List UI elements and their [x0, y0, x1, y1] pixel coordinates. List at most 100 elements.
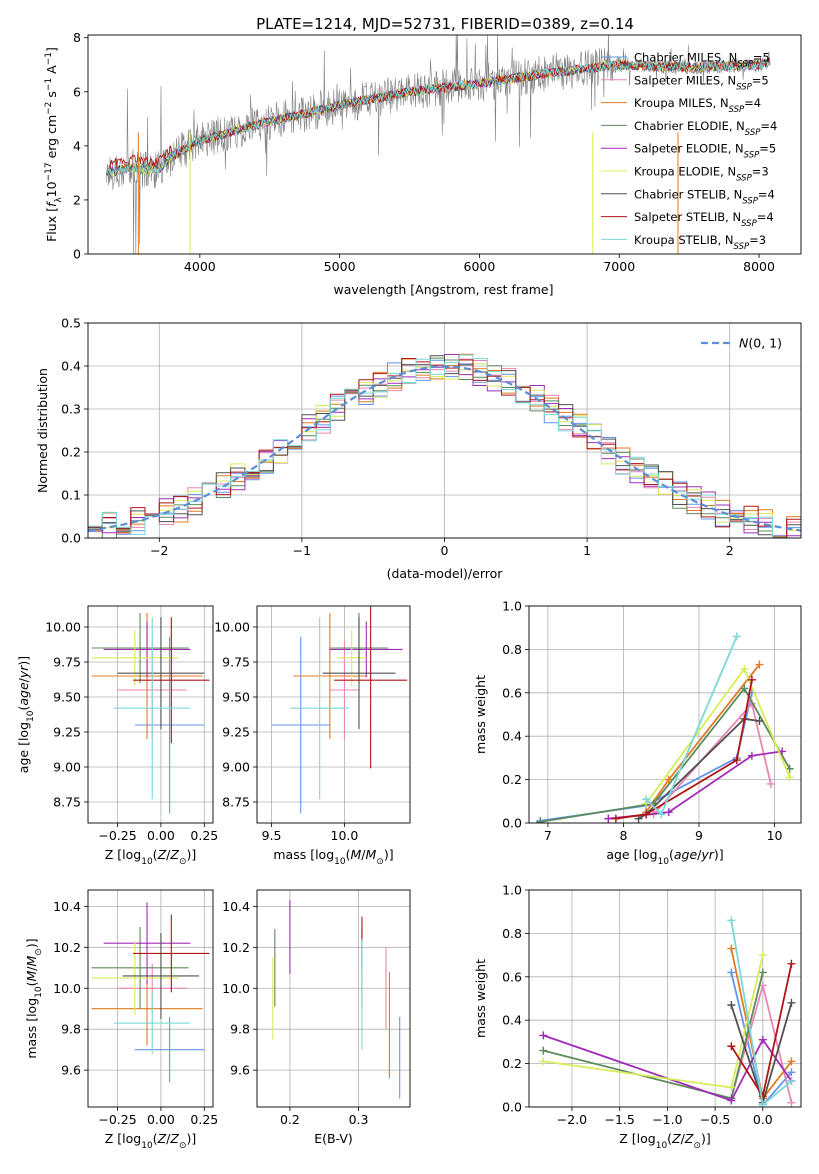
x-axis-label: Z [log10(Z/Z⊙)]: [619, 1131, 711, 1151]
legend-entry: Salpeter MILES, NSSP=5: [634, 73, 769, 92]
weight_vs_Z-plot-area: [539, 916, 796, 1107]
x-tick-label: −1: [293, 543, 311, 558]
errorbar-7: [133, 617, 210, 744]
x-tick-label: 10.0: [331, 828, 359, 843]
weight-point: [536, 817, 545, 823]
legend-entry: Kroupa STELIB, NSSP=3: [634, 233, 766, 252]
legend-entry: Chabrier STELIB, NSSP=4: [634, 187, 775, 206]
legend-entry: Kroupa MILES, NSSP=4: [634, 96, 761, 115]
legend-entry: N(0, 1): [739, 336, 782, 351]
weight-series-8: [642, 632, 741, 819]
y-tick-label: 0.4: [502, 729, 522, 744]
x-tick-label: 9: [695, 828, 703, 843]
weight-point: [747, 751, 756, 760]
errorbar-4: [103, 621, 191, 678]
mass_vs_Z-plot-area: [91, 902, 210, 1083]
y-tick-label: 0: [73, 247, 81, 262]
weight-point: [539, 1031, 548, 1040]
model-spectrum-6: [105, 58, 770, 177]
weight-point: [657, 810, 666, 819]
y-tick-label: 9.25: [222, 725, 250, 740]
weight-point: [642, 810, 651, 819]
weight-point: [740, 684, 749, 693]
y-tick-label: 10.0: [222, 981, 250, 996]
y-axis-label: mass weight: [473, 959, 488, 1038]
weight_vs_age-panel: 7 8 9 10 0.0 0.2 0.4 0.6 0.8 1.0 age [log10(age/yr…: [473, 599, 802, 867]
weight-point: [766, 779, 775, 788]
legend-entry: Salpeter ELODIE, NSSP=5: [634, 142, 776, 161]
y-tick-label: 9.00: [222, 760, 250, 775]
x-axis-label: (data-model)/error: [387, 566, 504, 581]
y-tick-label: 6: [73, 84, 81, 99]
weight-point: [758, 1100, 767, 1107]
weight-point: [740, 664, 749, 673]
weight_vs_Z-frame: [528, 889, 802, 1108]
y-tick-label: 0.8: [502, 642, 522, 657]
residuals-legend: N(0, 1): [701, 336, 782, 351]
weight-point: [642, 795, 651, 804]
weight_vs_age-frame: [528, 605, 802, 824]
age_vs_Z-panel: −0.25 0.00 0.25 8.75 9.00 9.25 9.50 9.75 10.00 Z …: [16, 605, 218, 867]
y-tick-label: 9.75: [222, 655, 250, 670]
y-axis-label: mass weight: [473, 675, 488, 754]
y-tick-label: 8.75: [222, 795, 250, 810]
y-tick-label: 0.1: [61, 488, 81, 503]
figure-title: PLATE=1214, MJD=52731, FIBERID=0389, z=0…: [256, 15, 634, 33]
y-tick-label: 9.25: [53, 725, 81, 740]
y-tick-label: 10.00: [45, 620, 81, 635]
weight-point: [732, 632, 741, 641]
legend-entry: Salpeter STELIB, NSSP=4: [634, 210, 774, 229]
y-tick-label: 10.00: [214, 620, 250, 635]
weight-point: [787, 1098, 796, 1107]
legend-entry: Chabrier ELODIE, NSSP=4: [634, 119, 777, 138]
errorbar-2: [293, 613, 367, 739]
errorbar-4: [103, 902, 191, 985]
y-tick-label: 0.2: [502, 772, 522, 787]
y-tick-label: 10.4: [53, 899, 81, 914]
x-tick-label: −1.0: [652, 1112, 682, 1127]
y-tick-label: 10.4: [222, 899, 250, 914]
weight-series-5: [539, 951, 767, 1092]
errorbar-5: [337, 629, 367, 686]
errorbar-8: [290, 617, 349, 800]
x-tick-label: −0.25: [98, 828, 136, 843]
weight-series-1: [604, 699, 775, 823]
y-tick-label: 9.8: [61, 1022, 81, 1037]
x-axis-label: Z [log10(Z/Z⊙)]: [105, 847, 197, 867]
y-tick-label: 0.6: [502, 685, 522, 700]
x-tick-label: 0.25: [190, 1112, 218, 1127]
y-tick-label: 4: [73, 138, 81, 153]
weight-point: [732, 756, 741, 765]
y-tick-label: 0.0: [61, 531, 81, 546]
errorbar-6: [117, 617, 205, 730]
legend-entry: Chabrier MILES, NSSP=5: [634, 51, 770, 70]
weight-point: [727, 1083, 736, 1092]
legend-entry: Kroupa ELODIE, NSSP=3: [634, 165, 769, 184]
y-tick-label: 9.6: [230, 1063, 250, 1078]
residuals-frame: [87, 322, 802, 539]
x-tick-label: 7: [544, 828, 552, 843]
y-axis-label: age [log10(age/yr)]: [16, 656, 36, 773]
weight-series-7: [611, 675, 756, 823]
x-tick-label: −0.25: [98, 1112, 136, 1127]
weight-point: [758, 968, 767, 977]
y-tick-label: 0.3: [61, 402, 81, 417]
age_vs_mass-panel: 9.5 10.0 8.75 9.00 9.25 9.50 9.75 10.00 mass [lo…: [214, 605, 411, 867]
x-tick-label: 0.00: [147, 828, 175, 843]
weight-point: [787, 1057, 796, 1066]
errorbar-7: [133, 914, 210, 993]
age_vs_mass-frame: [256, 605, 411, 824]
x-tick-label: 0: [441, 543, 449, 558]
weight-point: [787, 998, 796, 1007]
errorbar-3: [91, 926, 189, 1009]
y-tick-label: 0.6: [502, 969, 522, 984]
errorbar-5: [91, 941, 179, 1015]
errorbar-0: [134, 1016, 205, 1083]
x-tick-label: 0.3: [349, 1112, 369, 1127]
y-tick-label: 0.2: [61, 445, 81, 460]
weight-point: [758, 1035, 767, 1044]
spectrum-plot-area: [105, 35, 771, 254]
y-tick-label: 0.4: [61, 359, 81, 374]
